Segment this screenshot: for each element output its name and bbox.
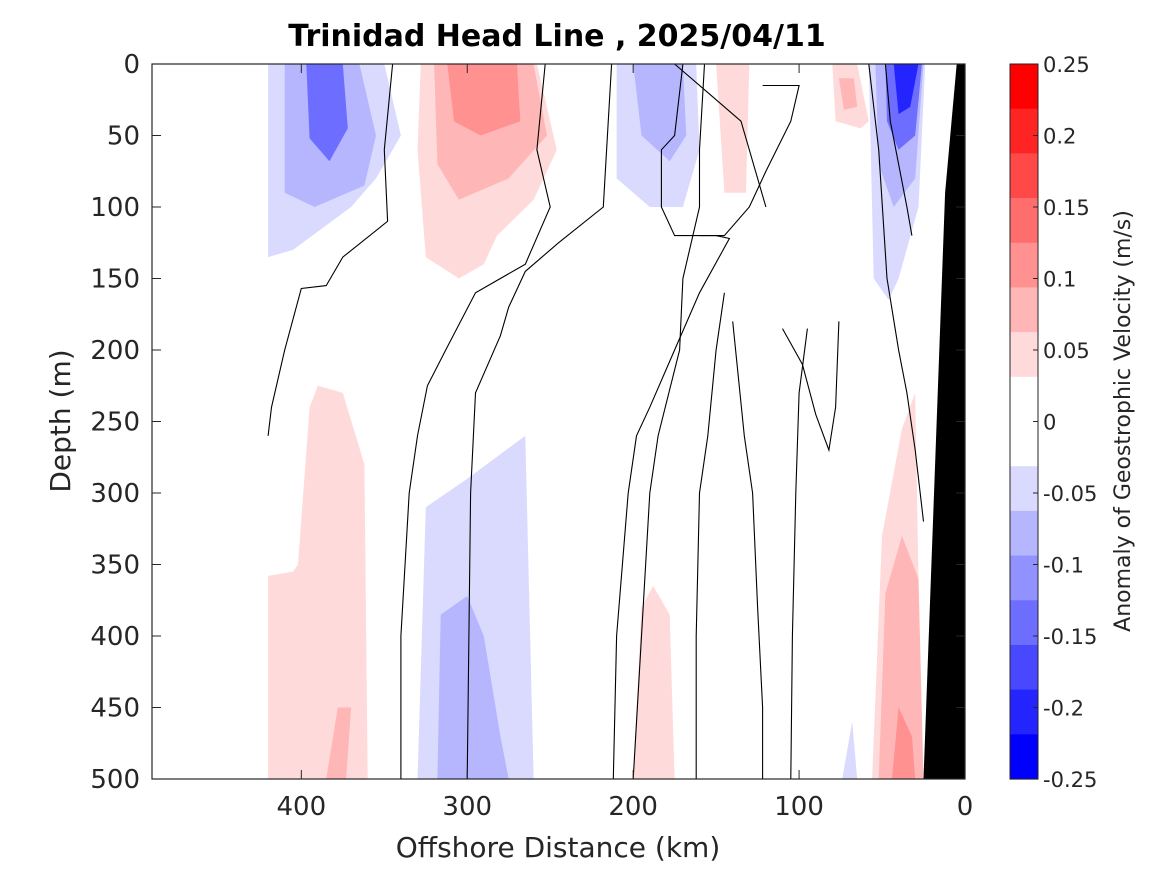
colorbar-swatch (1010, 198, 1038, 244)
colorbar-swatch (1010, 734, 1038, 780)
colorbar-swatch (1010, 108, 1038, 154)
filled-region (716, 64, 750, 193)
y-tick-label: 250 (90, 408, 140, 438)
y-tick-label: 150 (90, 265, 140, 295)
colorbar-swatch (1010, 689, 1038, 735)
x-axis-label: Offshore Distance (km) (396, 831, 721, 864)
colorbar-tick-label: -0.05 (1043, 482, 1097, 506)
y-axis-ticks: 0 50 100 150 200 250 300 350 400 450 500 (90, 50, 965, 795)
plot-area: 400 300 200 100 0 0 50 100 150 200 250 300 350 400 45… (90, 50, 973, 822)
filled-region (893, 64, 919, 115)
colorbar-swatch (1010, 287, 1038, 333)
filled-region (437, 596, 509, 779)
colorbar-swatch (1010, 600, 1038, 646)
zero-contour-line (695, 292, 725, 779)
zero-contour-line (267, 63, 394, 436)
colorbar-swatch (1010, 644, 1038, 691)
x-tick-label: 300 (442, 792, 492, 822)
zero-contour-line (466, 63, 613, 780)
y-tick-label: 300 (90, 479, 140, 509)
filled-region (268, 385, 368, 779)
y-axis-label: Depth (m) (44, 349, 77, 492)
colorbar-tick-label: 0.1 (1043, 268, 1076, 292)
bathymetry (923, 64, 965, 779)
colorbar-swatch (1010, 153, 1038, 199)
zero-contour-line (674, 63, 767, 208)
x-tick-label: 400 (277, 792, 327, 822)
colorbar-label: Anomaly of Geostrophic Velocity (m/s) (1111, 210, 1136, 632)
filled-regions (268, 64, 926, 779)
x-tick-label: 200 (608, 792, 658, 822)
y-tick-label: 100 (90, 193, 140, 223)
colorbar-swatch (1010, 376, 1038, 423)
colorbar-swatch (1010, 332, 1038, 378)
chart-title: Trinidad Head Line , 2025/04/11 (288, 19, 825, 54)
colorbar-swatch (1010, 555, 1038, 601)
colorbar-swatch (1010, 510, 1038, 557)
y-tick-label: 350 (90, 551, 140, 581)
colorbar-tick-label: -0.2 (1043, 697, 1084, 721)
filled-region (892, 707, 916, 779)
filled-region (326, 707, 352, 779)
zero-contour-line (400, 63, 551, 779)
colorbar: 0.25 0.2 0.15 0.1 0.05 0 -0.05 -0.1 -0.15 -0.2 -0.… (1009, 53, 1097, 792)
filled-region (842, 721, 858, 779)
colorbar-ticks: 0.25 0.2 0.15 0.1 0.05 0 -0.05 -0.1 -0.15 -0.2 -0.… (1033, 53, 1097, 792)
filled-region (878, 535, 924, 779)
colorbar-tick-label: 0 (1043, 411, 1056, 435)
colorbar-tick-label: -0.15 (1043, 625, 1097, 649)
zero-contour-line (790, 328, 808, 780)
y-tick-label: 200 (90, 336, 140, 366)
colorbar-tick-label: 0.05 (1043, 339, 1090, 363)
zero-contours (267, 63, 925, 780)
zero-contour-line (782, 321, 840, 453)
x-tick-label: 0 (957, 792, 974, 822)
zero-contour-line (732, 321, 764, 779)
y-tick-label: 0 (123, 50, 140, 80)
y-tick-label: 450 (90, 694, 140, 724)
colorbar-tick-label: 0.25 (1043, 53, 1090, 77)
colorbar-tick-label: 0.15 (1043, 196, 1090, 220)
x-axis-ticks: 400 300 200 100 0 (277, 64, 974, 822)
zero-contour-line (612, 63, 731, 780)
colorbar-swatch (1010, 466, 1038, 512)
colorbar-swatches (1010, 64, 1038, 780)
filled-region (633, 585, 675, 779)
zero-contour-line (632, 63, 706, 780)
zero-contour-line (884, 63, 913, 236)
colorbar-swatch (1010, 421, 1038, 467)
y-tick-label: 50 (107, 122, 140, 152)
filled-region (838, 78, 858, 110)
y-tick-label: 500 (90, 765, 140, 795)
seafloor-bathymetry (923, 64, 965, 779)
colorbar-tick-label: -0.1 (1043, 554, 1084, 578)
filled-region (306, 64, 348, 162)
zero-contour-line (868, 63, 925, 522)
y-tick-label: 400 (90, 622, 140, 652)
colorbar-tick-label: -0.25 (1043, 768, 1097, 792)
colorbar-swatch (1010, 64, 1038, 110)
x-tick-label: 100 (774, 792, 824, 822)
colorbar-swatch (1010, 242, 1038, 289)
colorbar-tick-label: 0.2 (1043, 125, 1076, 149)
filled-region (447, 64, 521, 136)
zero-contour-line (699, 84, 800, 237)
